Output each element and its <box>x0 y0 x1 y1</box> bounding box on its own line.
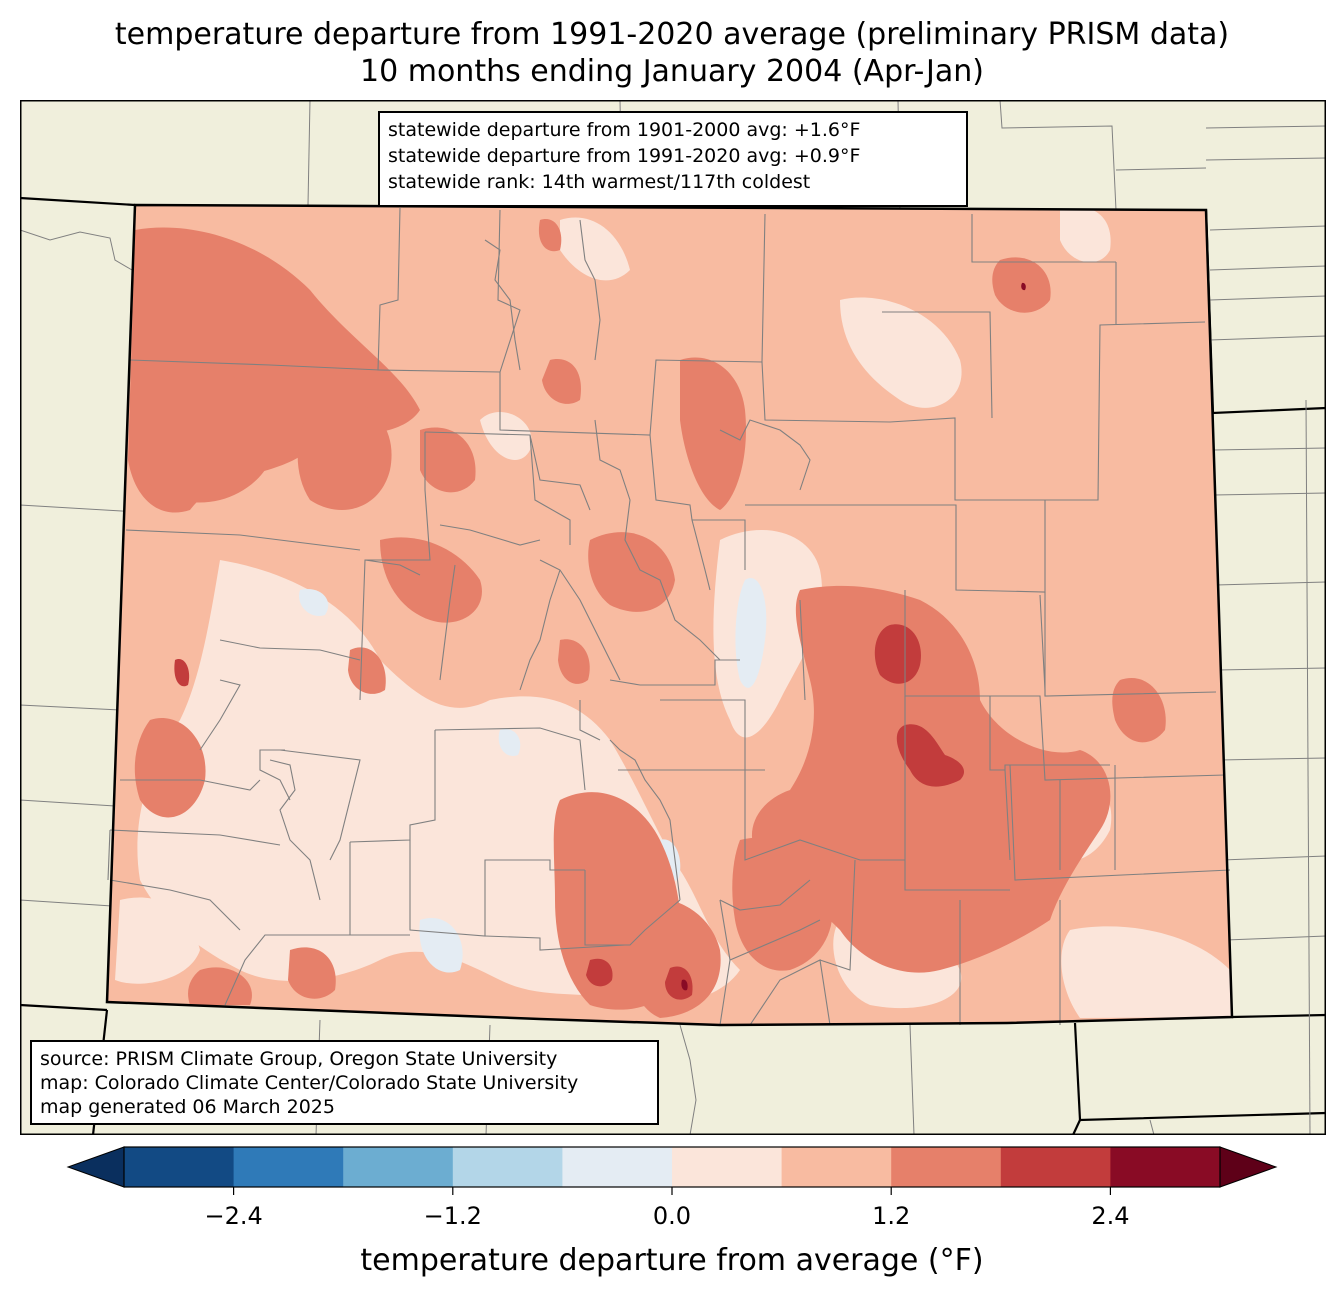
colorbar-legend: −2.4 −1.2 0.0 1.2 2.4 <box>66 1146 1278 1230</box>
colorbar-tick-label: 2.4 <box>1091 1202 1129 1230</box>
colorado-state-border <box>105 203 1234 1027</box>
stats-departure-1901-2000: statewide departure from 1901-2000 avg: … <box>388 119 861 141</box>
map-title-line-2: 10 months ending January 2004 (Apr-Jan) <box>360 54 984 89</box>
county-boundaries <box>107 207 1231 1026</box>
map-title-line-1: temperature departure from 1991-2020 ave… <box>114 17 1230 52</box>
colorbar-segment <box>1000 1147 1111 1187</box>
colorbar-tick-label: 0.0 <box>653 1202 691 1230</box>
temperature-departure-field <box>107 205 1232 1025</box>
stats-statewide-rank: statewide rank: 14th warmest/117th colde… <box>388 171 811 193</box>
colorbar-segment <box>233 1147 344 1187</box>
source-credit-line-2: map: Colorado Climate Center/Colorado St… <box>40 1072 579 1094</box>
colorbar-segment <box>1110 1147 1221 1187</box>
colorbar-segment <box>124 1147 235 1187</box>
colorbar-label: temperature departure from average (°F) <box>360 1243 984 1278</box>
colorbar-segments <box>124 1147 1221 1187</box>
colorbar-segment <box>562 1147 673 1187</box>
map-frame <box>20 100 1326 1135</box>
colorbar-tick-label: −2.4 <box>204 1202 262 1230</box>
colorbar-tick-label: 1.2 <box>872 1202 910 1230</box>
statewide-stats-box: statewide departure from 1901-2000 avg: … <box>378 111 968 207</box>
colorado-temperature-map <box>20 100 1326 1135</box>
colorbar-segment <box>343 1147 454 1187</box>
colorbar-tick-label: −1.2 <box>424 1202 482 1230</box>
source-credit-line-1: source: PRISM Climate Group, Oregon Stat… <box>40 1048 558 1070</box>
colorbar-ticks: −2.4 −1.2 0.0 1.2 2.4 <box>204 1187 1129 1230</box>
colorbar-under-arrow <box>66 1146 125 1188</box>
colorbar-segment <box>672 1147 783 1187</box>
stats-departure-1991-2020: statewide departure from 1991-2020 avg: … <box>388 145 861 167</box>
source-credit-line-3: map generated 06 March 2025 <box>40 1096 335 1118</box>
colorbar-segment <box>781 1147 892 1187</box>
source-credit-box: source: PRISM Climate Group, Oregon Stat… <box>30 1040 659 1125</box>
colorbar-segment <box>452 1147 563 1187</box>
colorbar-over-arrow <box>1219 1146 1278 1188</box>
colorbar-segment <box>891 1147 1002 1187</box>
